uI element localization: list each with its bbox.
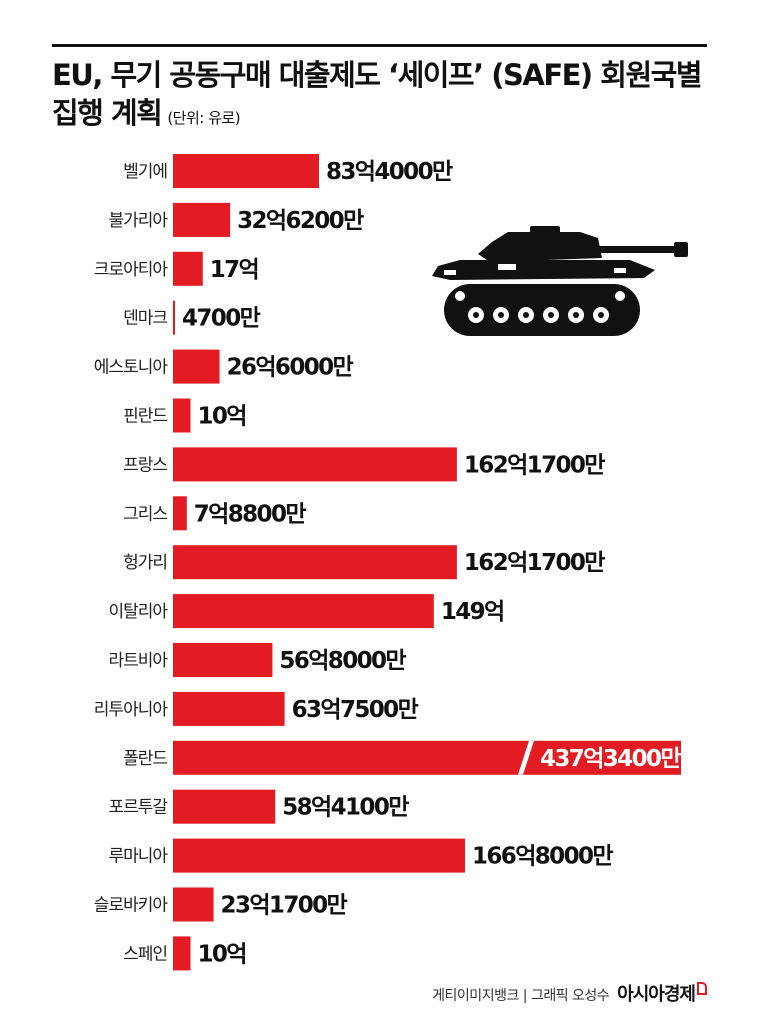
category-label: 라트비아 (108, 651, 168, 671)
value-label: 166억8000만 (472, 844, 613, 870)
value-label: 162억1700만 (464, 550, 605, 576)
value-label: 4700만 (182, 306, 261, 332)
value-label: 63억7500만 (292, 697, 419, 723)
category-label: 덴마크 (123, 309, 167, 329)
bar (173, 300, 175, 335)
value-label: 32억6200만 (237, 208, 364, 234)
bar (173, 496, 187, 531)
category-label: 이탈리아 (108, 602, 168, 622)
bar (173, 789, 276, 824)
tank-icon (432, 226, 688, 336)
category-label: 리투아니아 (94, 700, 169, 720)
bar (173, 202, 231, 237)
bar (173, 887, 214, 922)
value-label: 7억8800만 (194, 501, 307, 527)
chart-title: EU, 무기 공동구매 대출제도 ‘세이프’ (SAFE) 회원국별 (52, 58, 703, 92)
value-label: 56억8000만 (279, 648, 406, 674)
value-label: 83억4000만 (326, 159, 453, 185)
bar (173, 251, 203, 286)
bar (173, 740, 681, 775)
category-label: 에스토니아 (94, 358, 169, 378)
bar (173, 398, 191, 433)
category-label: 스페인 (123, 944, 167, 964)
credit-text: 게티이미지뱅크 | 그래픽 오성수 (432, 988, 610, 1004)
bar (173, 691, 285, 726)
value-label: 437억3400만 (540, 746, 681, 772)
bar (173, 447, 457, 482)
bar (173, 936, 191, 971)
bar (173, 594, 434, 629)
title-rule (52, 44, 707, 47)
category-label: 핀란드 (123, 407, 167, 427)
category-label: 크로아티아 (94, 260, 169, 280)
category-label: 루마니아 (108, 847, 168, 867)
value-label: 26억6000만 (227, 355, 354, 381)
bar (173, 545, 457, 580)
category-label: 포르투갈 (108, 798, 168, 818)
bar-break-mark (518, 740, 534, 775)
value-label: 10억 (198, 404, 246, 430)
brand-logo: 아시아경제 (617, 984, 696, 1005)
footer: 게티이미지뱅크 | 그래픽 오성수 아시아경제 (432, 980, 707, 1006)
value-label: 58억4100만 (282, 795, 409, 821)
bar (173, 838, 465, 873)
category-label: 슬로바키아 (94, 896, 169, 916)
value-label: 23억1700만 (221, 893, 348, 919)
bar (173, 349, 220, 384)
bar (173, 643, 273, 677)
category-label: 프랑스 (123, 455, 167, 475)
brand-mark-icon (697, 982, 707, 995)
value-label: 162억1700만 (464, 452, 605, 478)
chart-title-second: 집행 계획 (52, 96, 163, 130)
unit-label: (단위: 유로) (167, 109, 241, 127)
value-label: 149억 (441, 599, 504, 625)
category-label: 그리스 (123, 504, 167, 524)
category-label: 헝가리 (123, 553, 167, 573)
value-label: 17억 (210, 257, 258, 283)
category-label: 폴란드 (123, 749, 167, 769)
chart-title-line2: 집행 계획 (단위: 유로) (52, 94, 241, 137)
category-label: 벨기에 (123, 162, 167, 182)
category-label: 불가리아 (108, 211, 168, 231)
bar (173, 154, 319, 188)
value-label: 10억 (198, 941, 246, 967)
